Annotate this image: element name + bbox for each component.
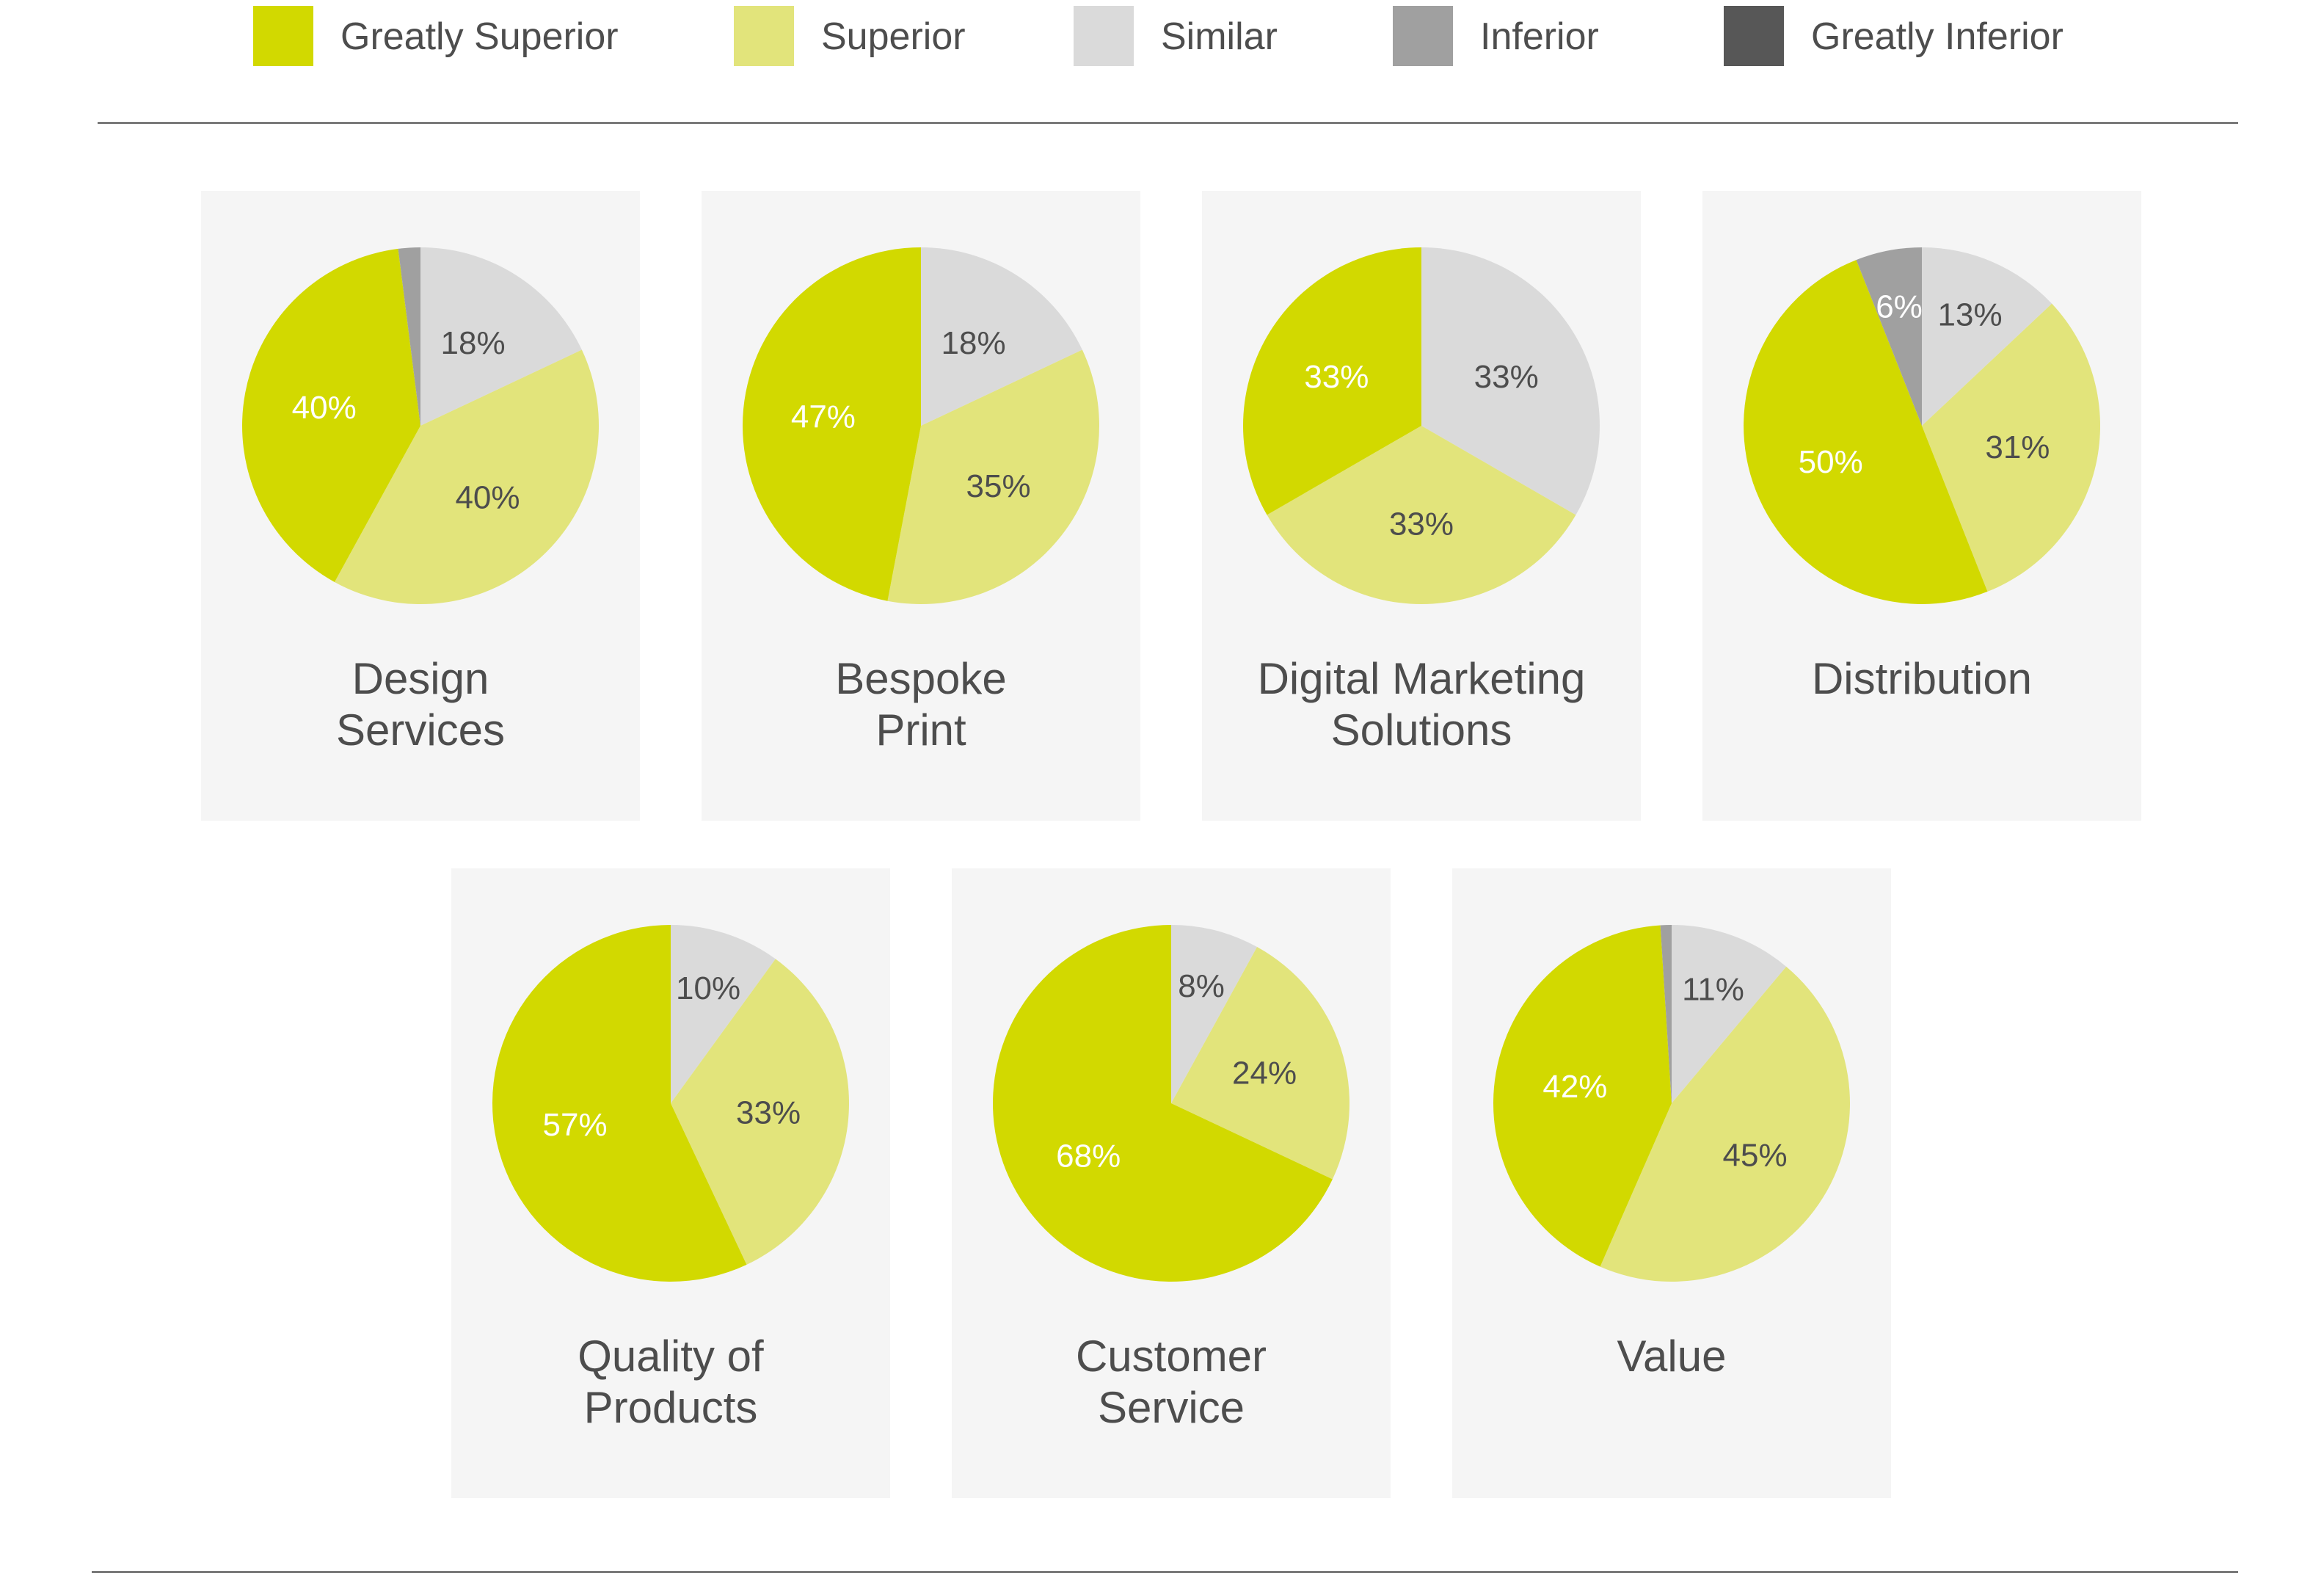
pie-slice-similar — [1922, 247, 2052, 426]
slice-label-greatly-superior: 47% — [791, 399, 856, 435]
pie-slice-inferior — [1660, 925, 1672, 1103]
slice-label-greatly-superior: 57% — [543, 1107, 608, 1143]
slice-label-superior: 24% — [1232, 1056, 1297, 1092]
chart-panel-digital-marketing: 33% 33% 33% Digital Marketing Solutions — [1202, 191, 1641, 821]
chart-title: Bespoke Print — [835, 654, 1007, 755]
slice-label-similar: 10% — [676, 970, 740, 1006]
slice-label-superior: 33% — [736, 1095, 801, 1131]
pie-chart: 10% 33% 57% — [492, 925, 849, 1282]
chart-title: Design Services — [335, 654, 506, 755]
pie-slice-superior — [334, 349, 599, 604]
pie-chart: 8% 24% 68% — [993, 925, 1349, 1282]
pie-slice-inferior — [398, 247, 420, 426]
chart-panel-bespoke-print: 18% 35% 47% Bespoke Print — [702, 191, 1140, 821]
pie-slice-superior — [1600, 966, 1850, 1282]
legend-label: Greatly Inferior — [1811, 15, 2063, 58]
slice-label-similar: 8% — [1178, 968, 1225, 1004]
chart-title: Quality of Products — [578, 1332, 764, 1432]
slice-label-similar: 13% — [1938, 297, 2003, 333]
slice-label-similar: 11% — [1682, 972, 1744, 1008]
pie-chart: 13% 31% 50% 6% — [1744, 247, 2100, 604]
slice-label-superior: 45% — [1723, 1138, 1788, 1174]
chart-title: Distribution — [1811, 654, 2033, 703]
slice-label-superior: 31% — [1985, 429, 2050, 465]
chart-panel-customer-service: 8% 24% 68% Customer Service — [952, 868, 1391, 1498]
slice-label-superior: 35% — [966, 468, 1031, 504]
pie-slice-similar — [1171, 925, 1258, 1103]
legend-swatch — [1074, 6, 1134, 66]
slice-label-greatly-superior: 68% — [1056, 1139, 1121, 1174]
legend-label: Greatly Superior — [340, 15, 619, 58]
pie-chart: 18% 40% 40% — [242, 247, 599, 604]
pie-slice-inferior — [1856, 247, 1922, 426]
pie-slice-superior — [1267, 426, 1576, 604]
pie-slice-greatly-superior — [492, 925, 747, 1282]
chart-panel-distribution: 13% 31% 50% 6% Distribution — [1702, 191, 2141, 821]
chart-title: Customer Service — [1075, 1332, 1267, 1432]
legend-swatch — [1393, 6, 1453, 66]
pie-slice-greatly-superior — [1744, 260, 1988, 604]
pie-chart: 18% 35% 47% — [743, 247, 1099, 604]
pie-slice-similar — [921, 247, 1082, 426]
slice-label-inferior: 6% — [1876, 289, 1923, 325]
chart-title: Digital Marketing Solutions — [1257, 654, 1586, 755]
pie-slice-greatly-superior — [993, 925, 1333, 1282]
slice-label-greatly-superior: 40% — [292, 390, 357, 426]
legend-label: Superior — [821, 15, 966, 58]
pie-chart: 11% 45% 42% — [1493, 925, 1850, 1282]
pie-slice-greatly-superior — [1493, 925, 1672, 1267]
pie-slice-greatly-superior — [1243, 247, 1421, 515]
chart-title: Value — [1617, 1332, 1727, 1381]
slice-label-greatly-superior: 33% — [1304, 359, 1369, 395]
pie-slice-greatly-superior — [242, 248, 420, 582]
pie-slice-similar — [671, 925, 776, 1103]
pie-slice-superior — [671, 959, 849, 1265]
pie-slice-greatly-superior — [743, 247, 921, 601]
chart-panel-quality-of-products: 10% 33% 57% Quality of Products — [451, 868, 890, 1498]
bottom-divider — [92, 1571, 2238, 1573]
legend-swatch — [253, 6, 313, 66]
pie-chart: 33% 33% 33% — [1243, 247, 1600, 604]
legend-label: Inferior — [1480, 15, 1599, 58]
slice-label-superior: 40% — [455, 479, 520, 515]
slice-label-greatly-superior: 50% — [1799, 444, 1863, 480]
slice-label-superior: 33% — [1389, 506, 1454, 542]
slice-label-similar: 18% — [941, 325, 1006, 361]
pie-slice-superior — [887, 349, 1099, 604]
pie-slice-similar — [420, 247, 582, 426]
legend-label: Similar — [1161, 15, 1278, 58]
slice-label-greatly-superior: 42% — [1542, 1069, 1607, 1105]
pie-slice-superior — [1171, 947, 1349, 1180]
slice-label-similar: 18% — [441, 325, 506, 361]
top-divider — [98, 122, 2238, 124]
pie-slice-similar — [1672, 925, 1787, 1103]
legend-swatch — [1724, 6, 1784, 66]
pie-slice-similar — [1421, 247, 1600, 515]
slice-label-similar: 33% — [1474, 359, 1539, 395]
chart-panel-design-services: 18% 40% 40% Design Services — [201, 191, 640, 821]
pie-slice-superior — [1922, 303, 2100, 592]
legend-swatch — [734, 6, 794, 66]
chart-panel-value: 11% 45% 42% Value — [1452, 868, 1891, 1498]
